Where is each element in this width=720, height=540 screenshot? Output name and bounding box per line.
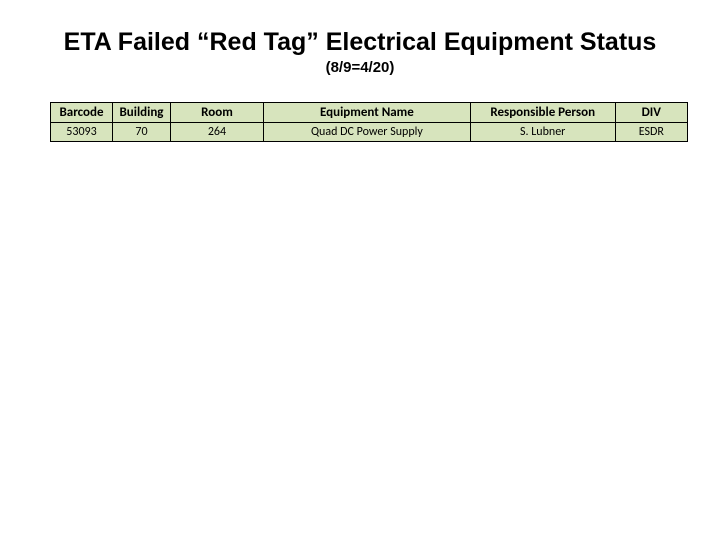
cell-equipment: Quad DC Power Supply xyxy=(264,123,471,142)
col-header-equipment: Equipment Name xyxy=(264,103,471,123)
cell-room: 264 xyxy=(170,123,263,142)
col-header-room: Room xyxy=(170,103,263,123)
cell-building: 70 xyxy=(113,123,171,142)
col-header-building: Building xyxy=(113,103,171,123)
page-subtitle: (8/9=4/20) xyxy=(0,59,720,76)
table-header-row: Barcode Building Room Equipment Name Res… xyxy=(51,103,688,123)
col-header-div: DIV xyxy=(615,103,687,123)
status-table: Barcode Building Room Equipment Name Res… xyxy=(50,102,688,142)
page-title: ETA Failed “Red Tag” Electrical Equipmen… xyxy=(0,28,720,57)
table-row: 53093 70 264 Quad DC Power Supply S. Lub… xyxy=(51,123,688,142)
col-header-person: Responsible Person xyxy=(470,103,615,123)
cell-person: S. Lubner xyxy=(470,123,615,142)
col-header-barcode: Barcode xyxy=(51,103,113,123)
table-container: Barcode Building Room Equipment Name Res… xyxy=(0,102,720,142)
cell-barcode: 53093 xyxy=(51,123,113,142)
cell-div: ESDR xyxy=(615,123,687,142)
